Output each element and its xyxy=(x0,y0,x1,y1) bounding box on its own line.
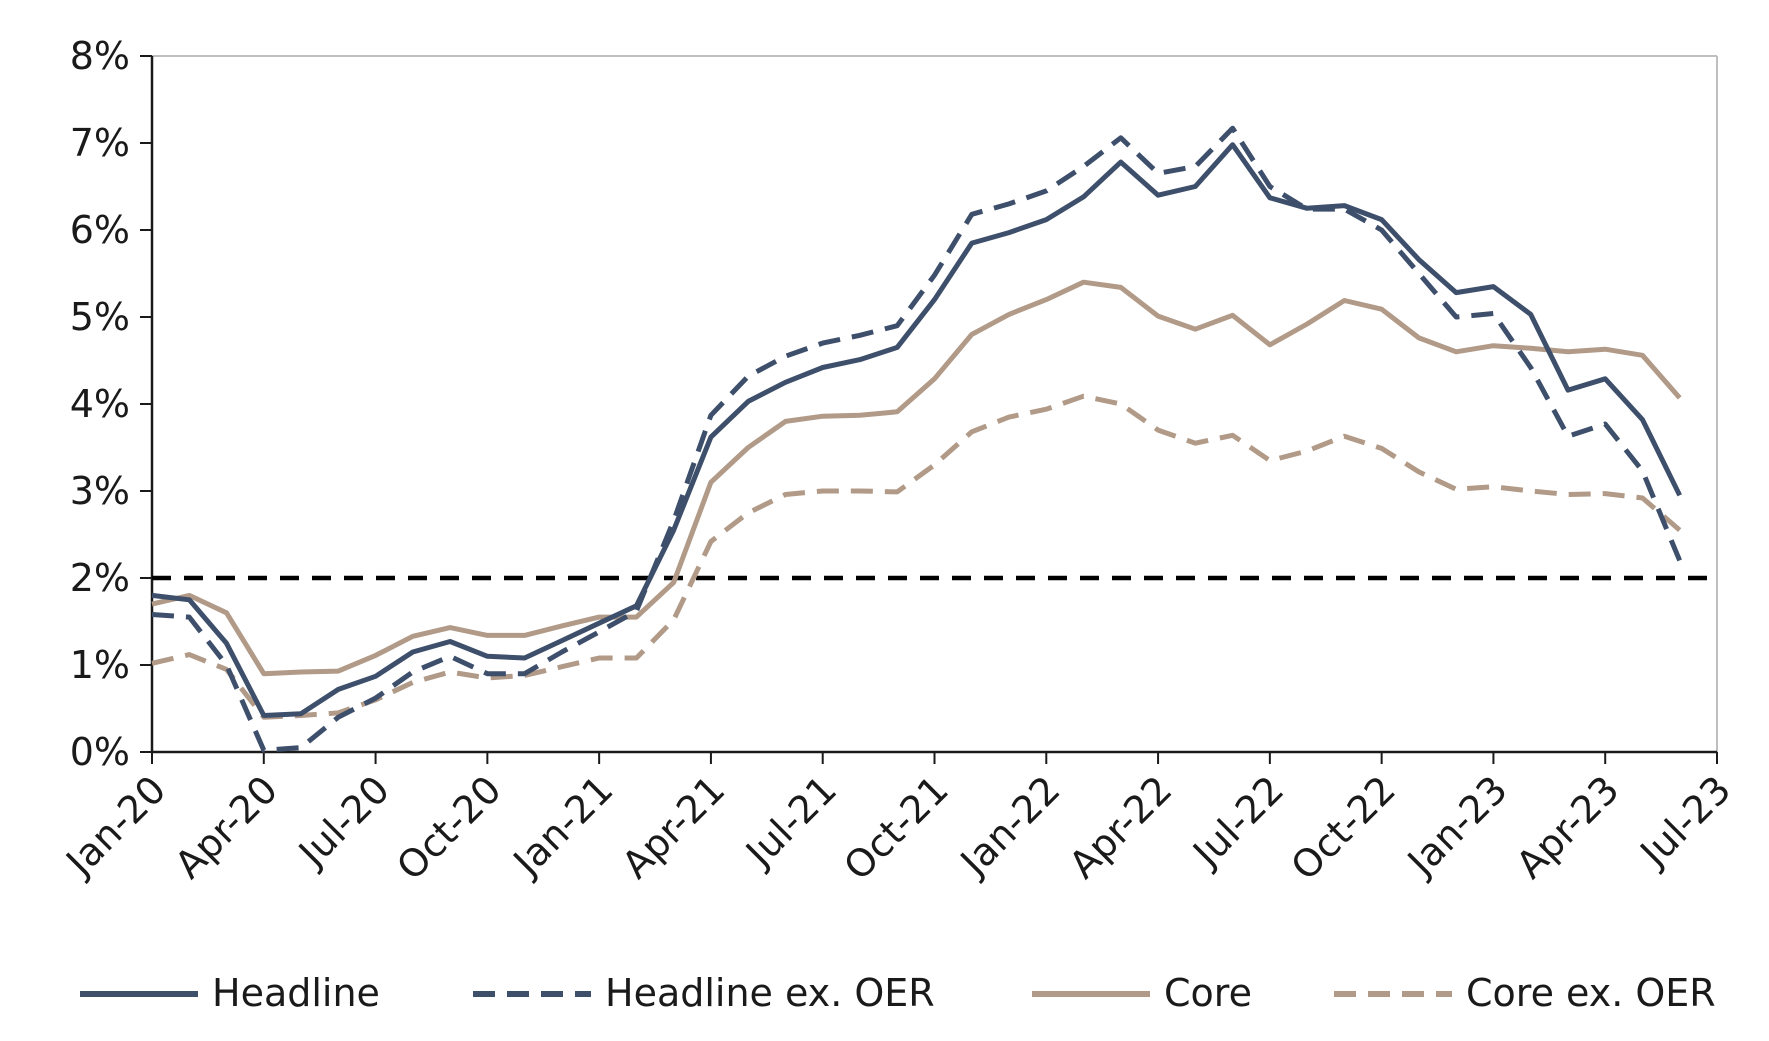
y-tick-label: 5% xyxy=(70,295,130,339)
y-tick-label: 7% xyxy=(70,121,130,165)
legend: Headline Headline ex. OER Core Core ex. OER xyxy=(80,971,1716,1015)
y-tick-label: 8% xyxy=(70,34,130,78)
y-tick-label: 4% xyxy=(70,382,130,426)
y-axis: 0% 1% 2% 3% 4% 5% 6% 7% 8% xyxy=(70,34,152,774)
y-tick-label: 3% xyxy=(70,469,130,513)
legend-label: Core xyxy=(1164,971,1252,1015)
legend-label: Headline xyxy=(212,971,380,1015)
y-tick-label: 6% xyxy=(70,208,130,252)
y-tick-label: 1% xyxy=(70,643,130,687)
legend-label: Headline ex. OER xyxy=(605,971,935,1015)
series-line-core-ex-oer xyxy=(151,393,1682,720)
y-tick-label: 0% xyxy=(70,730,130,774)
series-layer xyxy=(151,125,1683,753)
series-line-headline xyxy=(151,142,1682,718)
y-tick-label: 2% xyxy=(70,556,130,600)
series-line-core xyxy=(151,279,1682,677)
legend-label: Core ex. OER xyxy=(1466,971,1716,1015)
series-line-headline-ex-oer xyxy=(151,125,1683,753)
